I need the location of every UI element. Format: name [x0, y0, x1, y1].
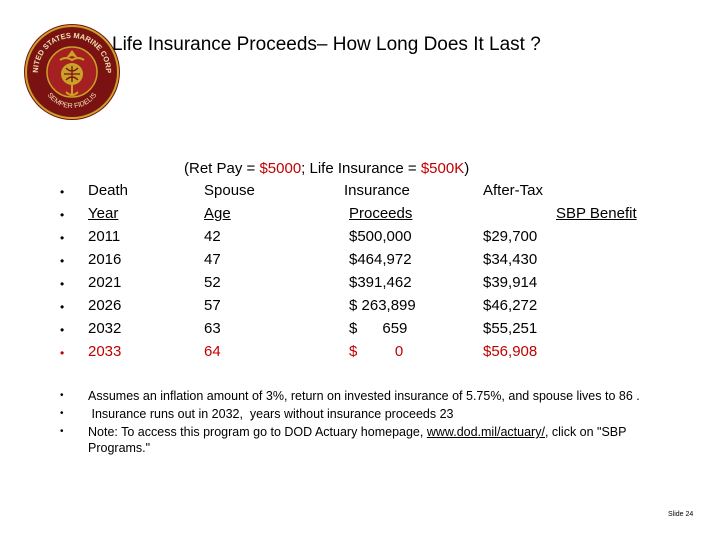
- bullet-icon: •: [60, 346, 65, 360]
- table-cell: 64: [204, 343, 221, 360]
- table-cell: $34,430: [483, 251, 538, 268]
- table-cell: 2011: [88, 228, 121, 245]
- bullet-icon: •: [60, 185, 65, 199]
- table-cell: $391,462: [349, 274, 412, 291]
- note-item: • Assumes an inflation amount of 3%, ret…: [58, 388, 658, 404]
- table-row: • 2032 63 $ 659 $55,251: [0, 320, 720, 342]
- note-text: Insurance runs out in 2032, years withou…: [88, 407, 454, 421]
- table-cell: $ 659: [349, 320, 408, 337]
- column-header: After-Tax: [483, 182, 544, 199]
- note-item: • Insurance runs out in 2032, years with…: [58, 406, 658, 422]
- subtitle: (Ret Pay = $5000; Life Insurance = $500K…: [184, 160, 469, 177]
- table-cell: 57: [204, 297, 221, 314]
- table-header-row: • Death Spouse Insurance After-Tax: [0, 182, 720, 204]
- table-cell: 2026: [88, 297, 122, 314]
- life-insurance-value: $500K: [420, 160, 465, 177]
- table-cell: 2033: [88, 343, 122, 360]
- table-cell: $464,972: [349, 251, 412, 268]
- subtitle-suffix: ): [464, 160, 470, 177]
- table-row: • 2011 42 $500,000 $29,700: [0, 228, 720, 250]
- column-header: SBP Benefit: [556, 205, 637, 222]
- table-row: • 2016 47 $464,972 $34,430: [0, 251, 720, 273]
- bullet-icon: •: [60, 208, 65, 222]
- table-cell: 2016: [88, 251, 122, 268]
- bullet-icon: •: [60, 300, 65, 314]
- table-cell: 52: [204, 274, 221, 291]
- table-row: • 2026 57 $ 263,899 $46,272: [0, 297, 720, 319]
- bullet-icon: •: [60, 323, 65, 337]
- table-cell: $500,000: [349, 228, 412, 245]
- bullet-icon: •: [60, 277, 65, 291]
- table-cell: 63: [204, 320, 221, 337]
- dod-actuary-link[interactable]: www.dod.mil/actuary/: [426, 425, 545, 439]
- column-header: Proceeds: [349, 205, 413, 222]
- note-text: , click on "SBP Programs.": [88, 425, 627, 455]
- table-row: • 2021 52 $391,462 $39,914: [0, 274, 720, 296]
- column-header: Spouse: [204, 182, 255, 199]
- table-cell: $29,700: [483, 228, 538, 245]
- bullet-icon: •: [60, 390, 64, 401]
- note-text: Note: To access this program go to DOD A…: [88, 425, 427, 439]
- slide-number: Slide 24: [668, 511, 694, 518]
- column-header: Age: [204, 205, 231, 222]
- table-header-row: • Year Age Proceeds SBP Benefit: [0, 205, 720, 227]
- bullet-icon: •: [60, 426, 64, 437]
- table-cell: $ 263,899: [349, 297, 416, 314]
- table-cell: $39,914: [483, 274, 538, 291]
- column-header: Death: [88, 182, 129, 199]
- bullet-icon: •: [60, 254, 65, 268]
- table-cell: 2021: [88, 274, 122, 291]
- bullet-icon: •: [60, 408, 64, 419]
- bullet-icon: •: [60, 231, 65, 245]
- subtitle-prefix: (Ret Pay =: [184, 160, 260, 177]
- table-cell: $ 0: [349, 343, 404, 360]
- notes-list: • Assumes an inflation amount of 3%, ret…: [58, 388, 658, 458]
- note-text: Assumes an inflation amount of 3%, retur…: [88, 389, 640, 403]
- subtitle-middle: ; Life Insurance =: [301, 160, 421, 177]
- column-header: Year: [88, 205, 119, 222]
- table-row-highlight: • 2033 64 $ 0 $56,908: [0, 343, 720, 365]
- note-item: • Note: To access this program go to DOD…: [58, 424, 658, 456]
- table-cell: 2032: [88, 320, 122, 337]
- table-cell: $56,908: [483, 343, 538, 360]
- ret-pay-value: $5000: [259, 160, 302, 177]
- table-cell: 47: [204, 251, 221, 268]
- column-header: Insurance: [344, 182, 410, 199]
- table-cell: $46,272: [483, 297, 538, 314]
- page-title: Life Insurance Proceeds– How Long Does I…: [112, 34, 541, 55]
- table-cell: $55,251: [483, 320, 538, 337]
- table-cell: 42: [204, 228, 221, 245]
